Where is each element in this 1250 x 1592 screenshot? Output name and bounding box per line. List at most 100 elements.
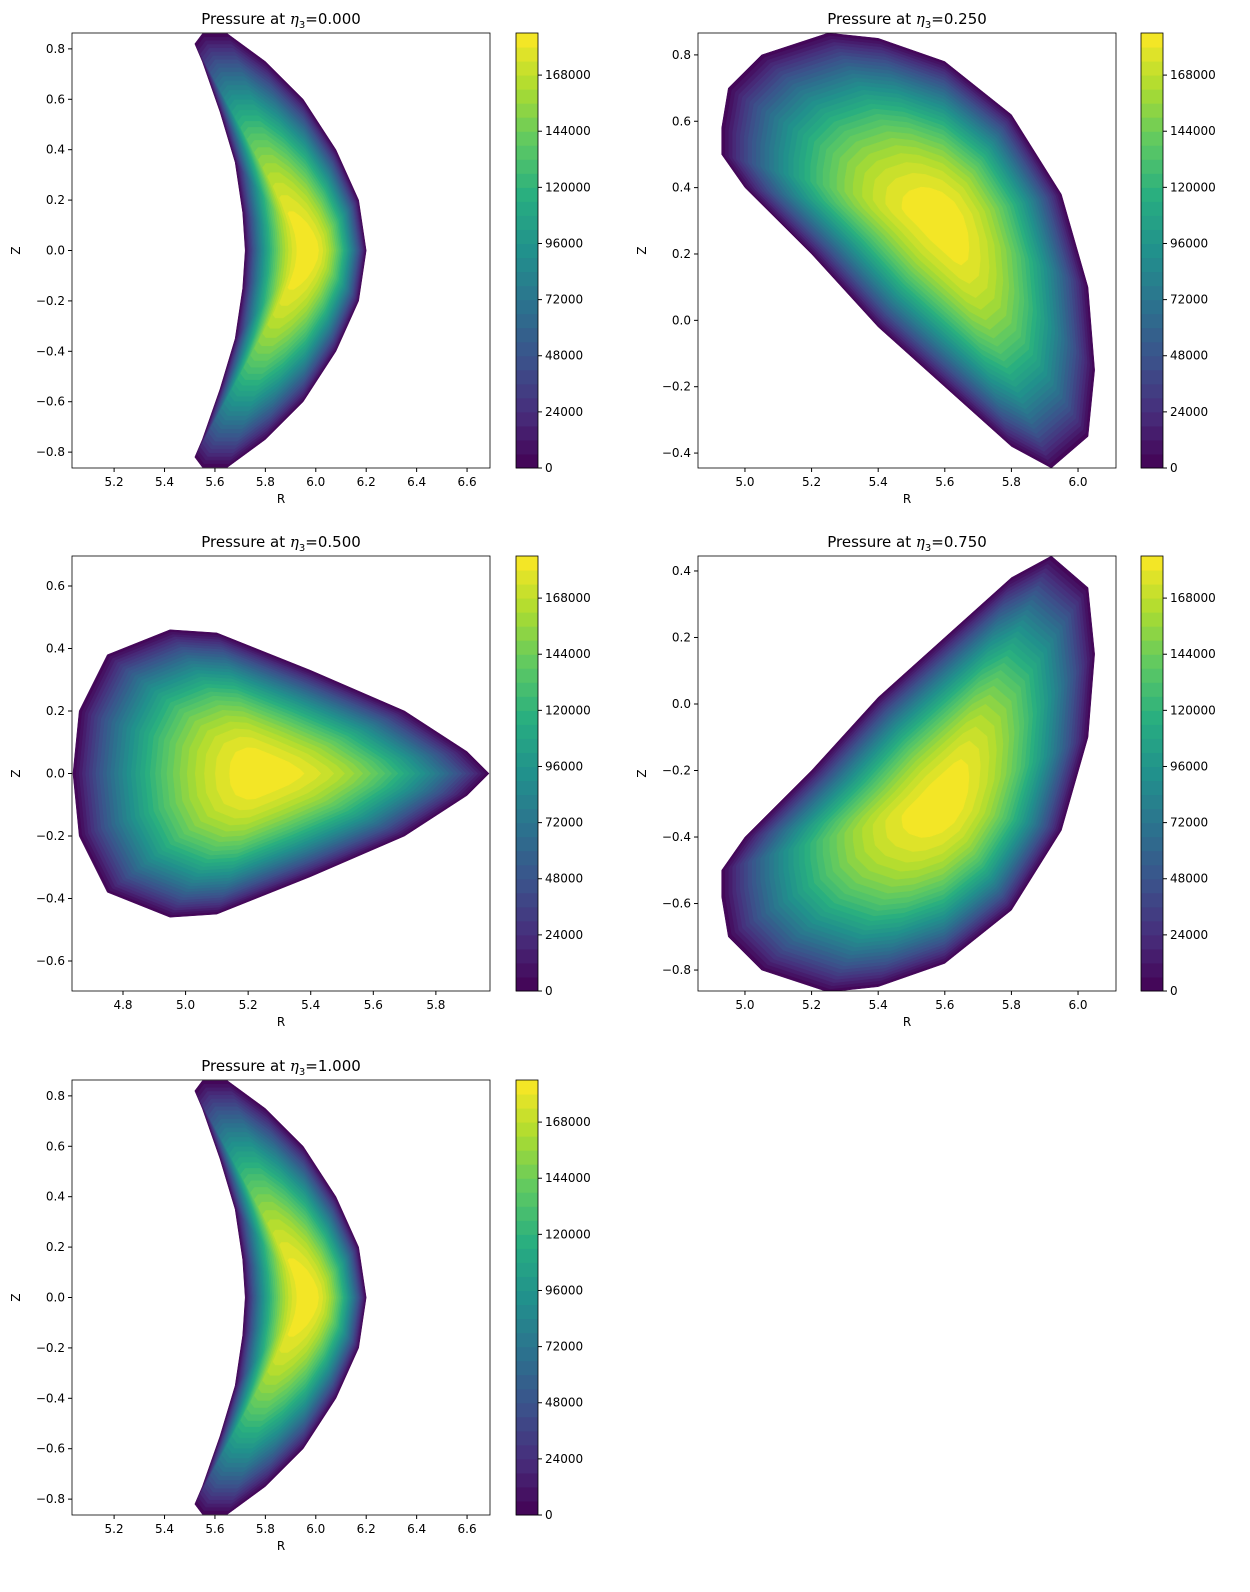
colorbar-band: [1141, 724, 1163, 739]
colorbar-band: [1141, 257, 1163, 273]
y-tick-label: 0.2: [46, 193, 65, 207]
title-subscript: 3: [299, 543, 305, 554]
colorbar-band: [516, 243, 538, 259]
colorbar-band: [516, 878, 538, 894]
colorbar-band: [516, 145, 538, 160]
colorbar-band: [1141, 612, 1163, 627]
colorbar-tick-label: 72000: [545, 293, 583, 307]
colorbar-band: [516, 453, 538, 469]
colorbar-tick-label: 24000: [545, 405, 583, 419]
colorbar-band: [516, 1346, 538, 1362]
colorbar-band: [516, 299, 538, 315]
y-tick-label: −0.2: [36, 1341, 65, 1355]
panel: 5.2 5.4 5.6 5.8 6.0 6.2 6.4 6.6 −0.8 −0.6 −0.4 −0.2…: [9, 10, 591, 506]
colorbar-band: [1141, 738, 1163, 753]
y-tick-label: −0.2: [36, 294, 65, 308]
x-tick-label: 5.2: [802, 475, 821, 489]
colorbar-tick-label: 96000: [1170, 236, 1208, 250]
y-axis-label: Z: [9, 769, 23, 777]
x-tick-label: 5.6: [205, 1522, 224, 1536]
colorbar-band: [516, 159, 538, 174]
colorbar-tick-label: 144000: [1170, 124, 1216, 138]
title-subscript: 3: [925, 543, 931, 554]
y-tick-label: −0.8: [36, 445, 65, 459]
y-tick-label: 0.0: [46, 767, 65, 781]
colorbar-band: [1141, 173, 1163, 188]
y-tick-label: 0.0: [46, 244, 65, 258]
colorbar-band: [516, 1094, 538, 1109]
colorbar-band: [1141, 654, 1163, 669]
colorbar-band: [516, 397, 538, 413]
colorbar-band: [516, 1108, 538, 1123]
colorbar-band: [1141, 780, 1163, 796]
colorbar-tick-label: 48000: [545, 872, 583, 886]
colorbar-band: [516, 257, 538, 273]
colorbar-band: [1141, 570, 1163, 585]
colorbar-band: [1141, 906, 1163, 922]
y-tick-label: −0.4: [36, 892, 65, 906]
x-tick-label: 4.8: [113, 998, 132, 1012]
title-symbol: η: [916, 533, 925, 551]
colorbar-band: [1141, 201, 1163, 216]
colorbar-band: [1141, 710, 1163, 725]
y-tick-label: 0.6: [46, 92, 65, 106]
y-tick-label: −0.4: [662, 830, 691, 844]
x-tick-label: 5.4: [869, 475, 888, 489]
colorbar-tick-label: 96000: [545, 1283, 583, 1297]
title-subscript: 3: [299, 20, 305, 31]
x-tick-label: 5.8: [1002, 998, 1021, 1012]
y-tick-label: 0.6: [672, 114, 691, 128]
colorbar-tick-label: 144000: [545, 1171, 591, 1185]
colorbar-band: [516, 892, 538, 908]
colorbar-tick-label: 96000: [545, 759, 583, 773]
colorbar-band: [516, 640, 538, 655]
colorbar-band: [516, 1472, 538, 1488]
colorbar-band: [1141, 920, 1163, 936]
colorbar-band: [516, 836, 538, 852]
y-tick-label: 0.4: [672, 181, 691, 195]
x-tick-label: 5.6: [935, 475, 954, 489]
title-prefix: Pressure at: [201, 1057, 290, 1075]
colorbar-band: [516, 766, 538, 782]
colorbar-tick-label: 24000: [1170, 928, 1208, 942]
colorbar-band: [516, 33, 538, 48]
colorbar-band: [516, 1304, 538, 1320]
colorbar-tick-label: 0: [1170, 984, 1178, 998]
colorbar-tick-label: 96000: [1170, 759, 1208, 773]
x-axis-label: R: [277, 1539, 285, 1553]
title-symbol: η: [916, 10, 925, 28]
colorbar-tick-label: 0: [545, 461, 553, 475]
colorbar-frame: [515, 1079, 539, 1516]
x-tick-label: 6.2: [357, 475, 376, 489]
colorbar-band: [516, 369, 538, 385]
colorbar-band: [1141, 75, 1163, 90]
contour-band: [901, 758, 970, 838]
y-tick-label: −0.6: [662, 897, 691, 911]
title-suffix: =1.000: [305, 1057, 361, 1075]
title-suffix: =0.250: [931, 10, 987, 28]
colorbar-band: [516, 906, 538, 922]
x-tick-label: 6.6: [458, 475, 477, 489]
colorbar-band: [516, 439, 538, 455]
colorbar-band: [516, 1178, 538, 1193]
colorbar-band: [1141, 187, 1163, 202]
colorbar-tick-label: 48000: [545, 349, 583, 363]
colorbar-band: [1141, 299, 1163, 315]
colorbar-tick-label: 168000: [1170, 68, 1216, 82]
y-axis-label: Z: [9, 246, 23, 254]
colorbar-band: [1141, 766, 1163, 782]
axes-frame: [697, 555, 1117, 992]
colorbar-band: [516, 1262, 538, 1277]
x-tick-label: 5.0: [735, 475, 754, 489]
colorbar-band: [516, 822, 538, 838]
colorbar-band: [516, 1332, 538, 1348]
y-tick-label: 0.6: [46, 1139, 65, 1153]
colorbar-band: [516, 229, 538, 244]
title-subscript: 3: [299, 1067, 305, 1078]
y-tick-label: 0.2: [672, 630, 691, 644]
colorbar-tick-label: 120000: [1170, 180, 1216, 194]
x-tick-label: 6.4: [407, 1522, 426, 1536]
colorbar-band: [516, 75, 538, 90]
y-tick-label: 0.2: [672, 247, 691, 261]
colorbar-band: [516, 794, 538, 810]
